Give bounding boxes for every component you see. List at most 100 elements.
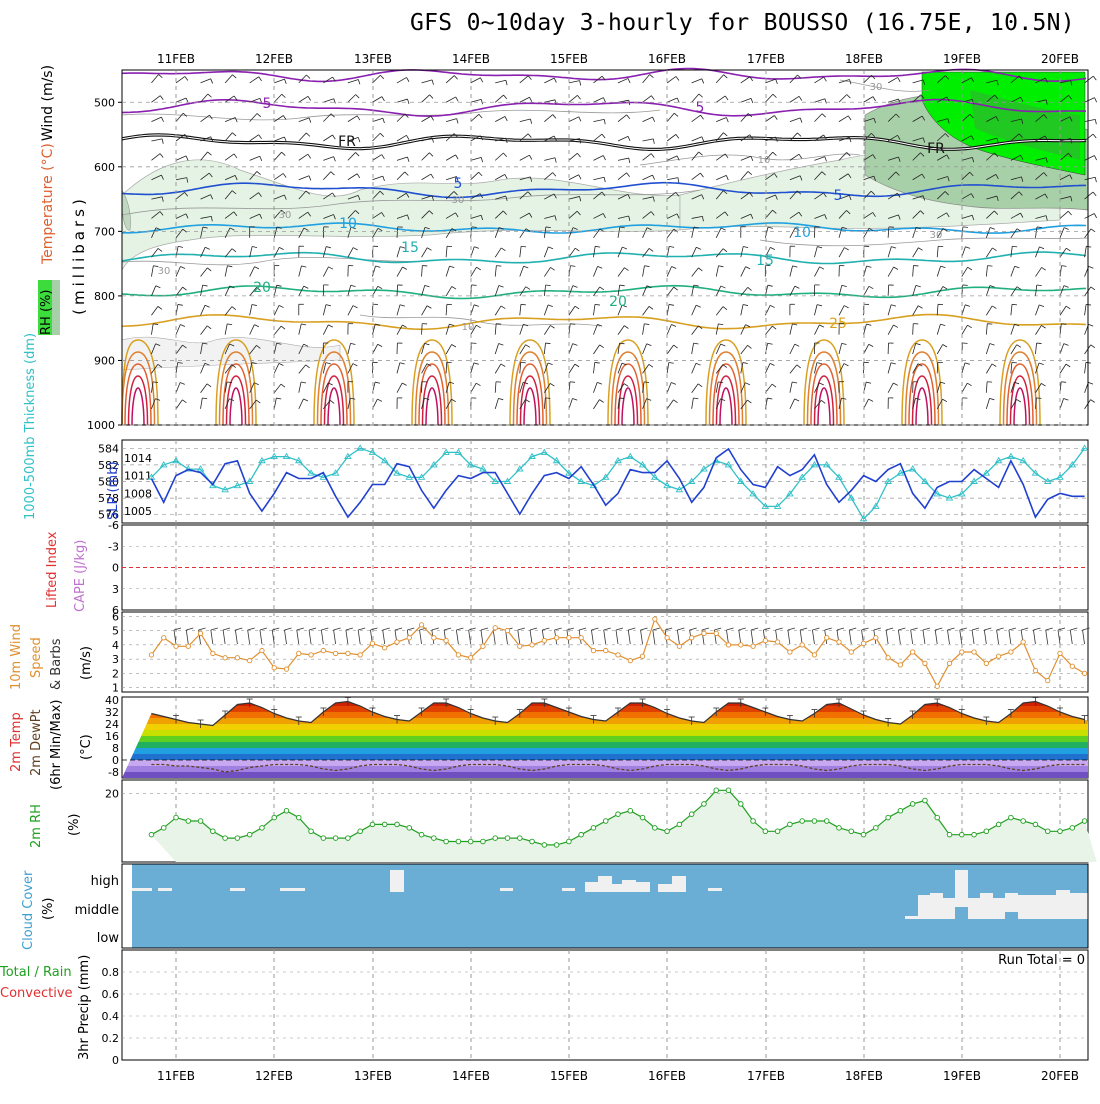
wind-barb bbox=[397, 99, 408, 102]
wind-barb-flag bbox=[358, 137, 360, 142]
wind-barb-flag bbox=[894, 267, 898, 270]
wind-barb-flag bbox=[1091, 229, 1095, 232]
cloud-gap bbox=[280, 888, 305, 891]
wind-barb bbox=[593, 119, 604, 121]
ylabel-precip-conv: Convective bbox=[0, 986, 73, 1001]
wind-barb-10m-flag bbox=[997, 628, 1004, 630]
wind-barb bbox=[888, 363, 891, 374]
wind-barb-flag bbox=[644, 382, 649, 383]
warm-contour bbox=[720, 388, 732, 425]
temp-band bbox=[122, 712, 1088, 718]
cloud-level-label: low bbox=[97, 931, 120, 946]
wind-barb-flag bbox=[1086, 246, 1091, 247]
wind-barb bbox=[201, 115, 210, 121]
wind-barb-flag bbox=[844, 364, 848, 366]
cloud-gap bbox=[708, 888, 722, 891]
thickness-tick-label: 584 bbox=[98, 442, 119, 455]
wind-barb bbox=[471, 78, 481, 83]
rh-point bbox=[542, 843, 547, 848]
wind-barb-flag bbox=[669, 246, 674, 247]
wind-barb-flag bbox=[965, 305, 970, 307]
wind-barb bbox=[741, 325, 746, 335]
wind-speed-point bbox=[383, 646, 387, 650]
wind-barb bbox=[839, 343, 842, 354]
wind-barb-flag bbox=[452, 344, 456, 347]
wind-barb-flag bbox=[162, 139, 163, 144]
wind-barb-flag bbox=[792, 382, 797, 383]
date-label-bottom: 14FEB bbox=[452, 1069, 490, 1083]
wind-barb bbox=[593, 177, 604, 179]
wind-barb bbox=[274, 173, 283, 179]
rh-point bbox=[677, 822, 682, 827]
wind-speed-point bbox=[149, 653, 153, 657]
wind-barb bbox=[643, 266, 645, 277]
wind-barb-flag bbox=[303, 399, 308, 401]
wind-barb-10m-flag bbox=[518, 628, 525, 630]
wind-barb-flag bbox=[476, 383, 480, 386]
wind-barb-flag bbox=[279, 247, 283, 249]
wind-speed-point bbox=[493, 626, 497, 630]
wind-barb-flag bbox=[357, 174, 360, 178]
wind-barb bbox=[716, 382, 718, 393]
wind-barb-flag bbox=[528, 134, 531, 138]
wind-speed-point bbox=[640, 654, 644, 658]
wind-barb-flag bbox=[1086, 304, 1091, 305]
wind-barb-flag bbox=[472, 227, 477, 228]
wind-barb-flag bbox=[1091, 345, 1095, 348]
slp-tick-label: 1008 bbox=[124, 487, 152, 500]
wind-barb bbox=[569, 81, 580, 83]
wind-barb bbox=[397, 247, 400, 258]
wind-barb-flag bbox=[817, 247, 822, 248]
wind-barb-flag bbox=[530, 97, 532, 101]
wind-barb bbox=[397, 305, 400, 316]
date-label-top: 11FEB bbox=[157, 52, 195, 66]
wind-barb-flag bbox=[282, 94, 286, 97]
rh-point bbox=[886, 815, 891, 820]
wind-barb-10m bbox=[1083, 630, 1085, 644]
wind-barb bbox=[151, 154, 160, 161]
wind-barb-flag bbox=[208, 152, 212, 155]
wind-speed-point bbox=[984, 661, 988, 665]
wind-barb-10m-flag bbox=[481, 628, 488, 630]
rh-point bbox=[824, 819, 829, 824]
wind-barb bbox=[348, 174, 357, 180]
wind-barb-flag bbox=[501, 364, 505, 367]
wind-barb-flag bbox=[651, 154, 654, 158]
wind-barb-flag bbox=[480, 78, 482, 82]
wind-barb-flag bbox=[629, 158, 630, 163]
wind-barb-flag bbox=[747, 400, 751, 403]
wind-barb-flag bbox=[672, 266, 677, 268]
wind-barb bbox=[888, 305, 891, 316]
wind-barb-flag bbox=[548, 363, 553, 365]
wind-barb bbox=[593, 266, 597, 276]
wind-barb-flag bbox=[180, 383, 185, 385]
ylabel-wind-1: 10m Wind bbox=[9, 624, 24, 690]
wind-speed-point bbox=[235, 656, 239, 660]
wind-barb bbox=[422, 248, 428, 257]
wind-barb-flag bbox=[358, 80, 360, 85]
rh-point bbox=[174, 815, 179, 820]
wind-barb bbox=[201, 384, 207, 393]
wind-barb bbox=[495, 324, 496, 335]
wind-barb bbox=[323, 114, 331, 122]
wind-barb-flag bbox=[380, 75, 383, 79]
wind-barb-flag bbox=[481, 99, 482, 104]
wind-barb bbox=[741, 267, 746, 277]
wind-barb-10m-flag bbox=[591, 628, 598, 630]
wind-barb-flag bbox=[795, 399, 800, 401]
cloud-level-label: high bbox=[91, 874, 119, 889]
wind-barb bbox=[716, 228, 721, 238]
wind-barb-flag bbox=[276, 398, 281, 399]
wind-barb-flag bbox=[521, 304, 526, 305]
rh-point bbox=[898, 808, 903, 813]
contour-label: 5 bbox=[834, 188, 843, 204]
wind-barb-flag bbox=[693, 398, 698, 399]
wind-barb-10m-flag bbox=[370, 628, 377, 630]
date-label-top: 14FEB bbox=[452, 52, 490, 66]
wind-barb bbox=[323, 305, 326, 316]
rh-point bbox=[395, 822, 400, 827]
wind-barb bbox=[741, 345, 748, 354]
contour-label: 10 bbox=[793, 225, 811, 241]
wind-barb-10m bbox=[984, 630, 986, 644]
wind-speed-point bbox=[591, 648, 595, 652]
